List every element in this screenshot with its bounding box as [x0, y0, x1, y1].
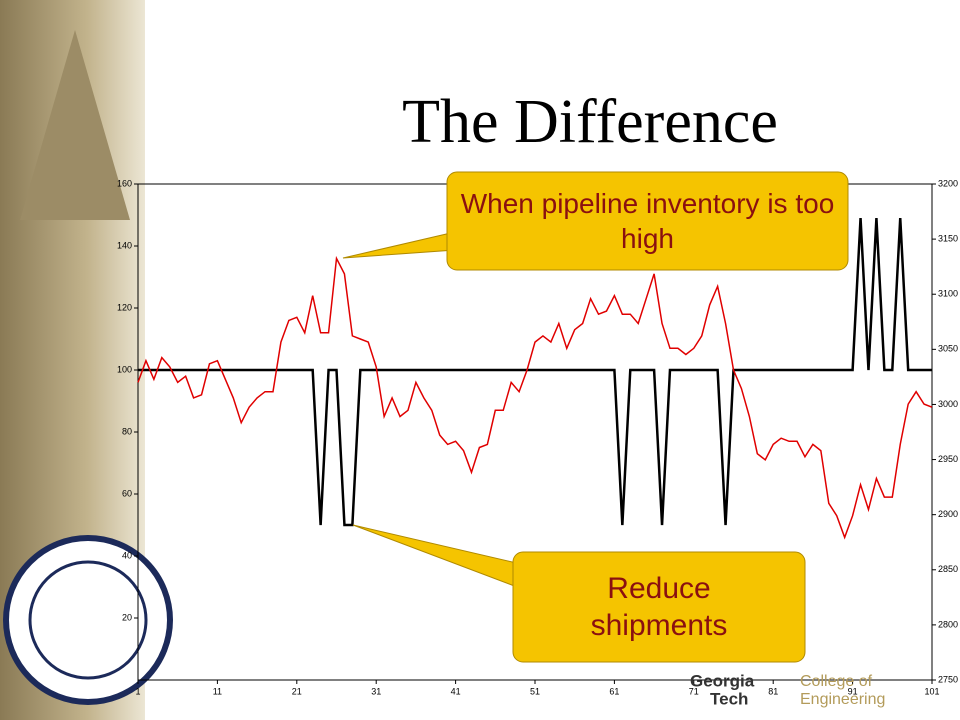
logo-text: Tech — [710, 689, 748, 708]
tower-roof — [20, 30, 130, 220]
y2-tick-label: 2900 — [938, 509, 958, 519]
x-tick-label: 81 — [768, 686, 778, 696]
y-tick-label: 40 — [122, 550, 132, 560]
x-tick-label: 101 — [924, 686, 939, 696]
y2-tick-label: 2950 — [938, 454, 958, 464]
x-tick-label: 21 — [292, 686, 302, 696]
x-tick-label: 91 — [848, 686, 858, 696]
callout-text: When pipeline inventory is too high — [460, 188, 835, 254]
y-tick-label: 60 — [122, 488, 132, 498]
logo-text: Georgia — [690, 671, 755, 690]
y2-tick-label: 3000 — [938, 399, 958, 409]
y-tick-label: 80 — [122, 426, 132, 436]
y2-tick-label: 3050 — [938, 344, 958, 354]
series-line — [137, 255, 933, 540]
y-tick-label: 140 — [117, 240, 132, 250]
x-tick-label: 61 — [609, 686, 619, 696]
callout-box — [512, 551, 806, 663]
y-tick-label: 160 — [117, 178, 132, 188]
callout-text: Reduce shipments — [590, 571, 728, 643]
x-tick-label: 71 — [689, 686, 699, 696]
y2-tick-label: 3200 — [938, 178, 958, 188]
x-tick-label: 31 — [371, 686, 381, 696]
y2-tick-label: 2800 — [938, 619, 958, 629]
seal-inner — [28, 560, 148, 680]
y2-tick-label: 3100 — [938, 289, 958, 299]
series-line — [138, 218, 932, 527]
x-tick-label: 51 — [530, 686, 540, 696]
logo-text: College of — [800, 673, 873, 690]
callout-text-box: Reduce shipments — [590, 571, 728, 643]
y2-tick-label: 3150 — [938, 233, 958, 243]
y2-tick-label: 2750 — [938, 674, 958, 684]
y2-tick-label: 2850 — [938, 564, 958, 574]
x-tick-label: 41 — [451, 686, 461, 696]
x-tick-label: 1 — [135, 686, 140, 696]
y-tick-label: 20 — [122, 612, 132, 622]
callout-text-box: When pipeline inventory is too high — [460, 188, 835, 254]
title: The Difference — [402, 88, 778, 156]
logo-text: Engineering — [800, 691, 885, 708]
y-tick-label: 120 — [117, 302, 132, 312]
callout-box — [446, 171, 849, 271]
x-tick-label: 11 — [213, 686, 222, 696]
y-tick-label: 100 — [117, 364, 132, 374]
